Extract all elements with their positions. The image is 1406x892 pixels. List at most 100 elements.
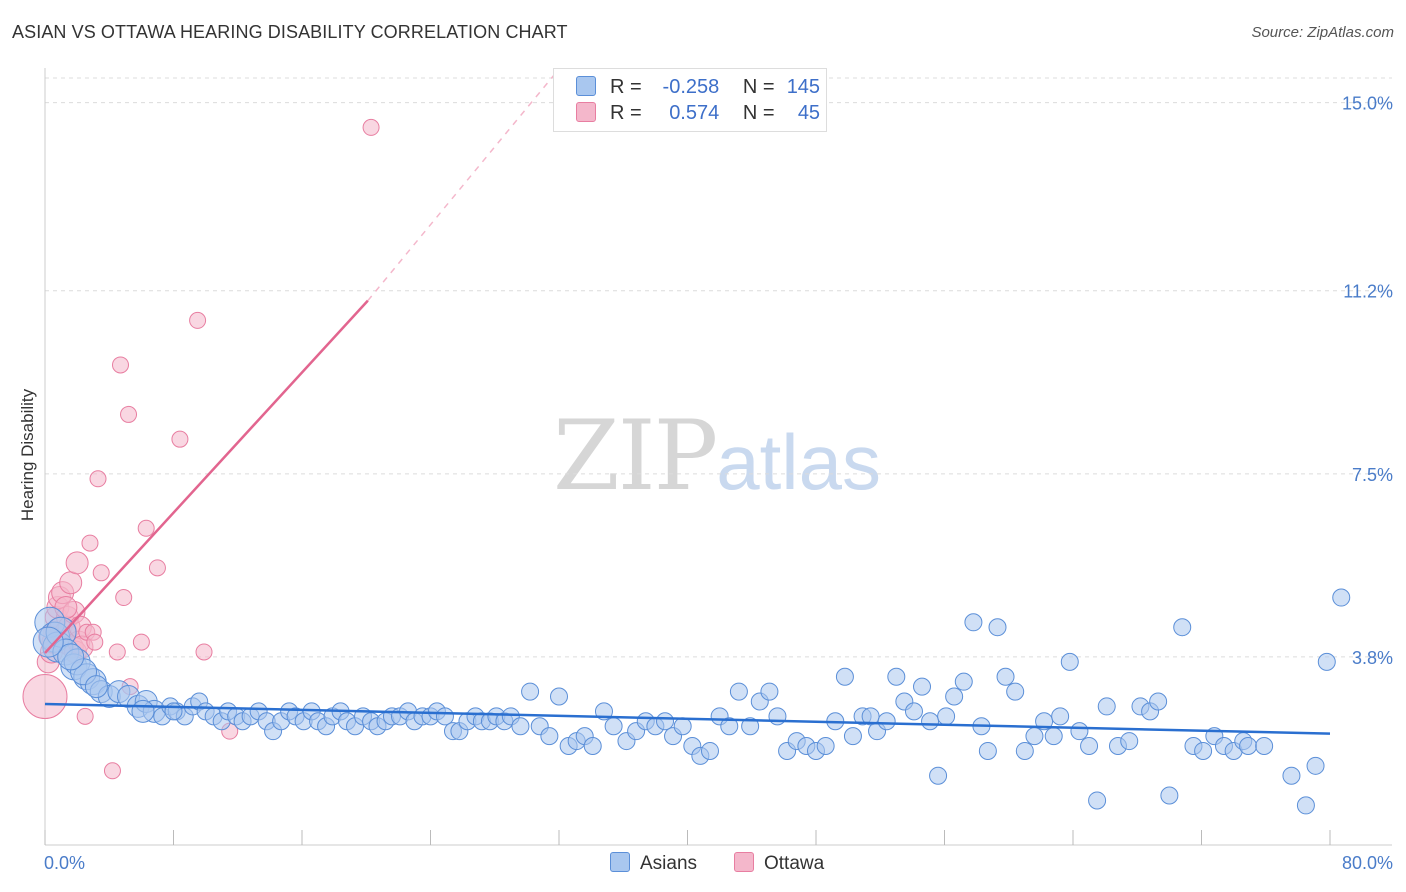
gridlines <box>45 77 1392 658</box>
ottawa-legend-label: Ottawa <box>764 853 825 874</box>
ottawa-point <box>103 762 121 780</box>
asian-point <box>861 707 880 726</box>
legend-row-ottawa: R = 0.574 N = 45 <box>576 102 820 126</box>
trend-lines <box>44 72 1331 735</box>
asian-point <box>131 699 155 723</box>
ottawa-point <box>148 559 166 577</box>
ottawa-point <box>81 534 99 552</box>
ottawa-point <box>65 551 89 575</box>
asian-point <box>84 675 108 699</box>
asian-trend-line <box>44 702 1331 735</box>
ottawa-point <box>189 311 207 329</box>
ottawa-point <box>59 571 83 595</box>
asian-point <box>604 717 623 736</box>
tick-labels: 3.8% 7.5% 11.2% 15.0% 0.0% 80.0% <box>44 94 1393 873</box>
ottawa-point <box>22 674 68 720</box>
asian-point <box>1097 697 1116 716</box>
ottawa-point <box>89 470 107 488</box>
ottawa-point <box>132 633 150 651</box>
asian-point <box>1080 737 1099 756</box>
asian-point <box>760 682 779 701</box>
y-tick-label: 3.8% <box>1352 648 1393 668</box>
asian-point <box>937 707 956 726</box>
asian-point <box>511 717 530 736</box>
asian-point <box>954 672 973 691</box>
asian-point <box>1194 741 1213 760</box>
asian-point <box>1282 766 1301 785</box>
asian-point <box>929 766 948 785</box>
asian-swatch <box>576 76 596 96</box>
ottawa-point <box>92 564 110 582</box>
asian-point <box>1296 796 1315 815</box>
asian-point <box>1015 741 1034 760</box>
asian-point <box>1239 737 1258 756</box>
correlation-legend: R = -0.258 N = 145 R = 0.574 N = 45 <box>553 68 827 132</box>
bottom-legend-ottawa: Ottawa <box>734 852 824 875</box>
watermark-atlas: atlas <box>716 418 881 506</box>
asian-point <box>1160 786 1179 805</box>
asian-point <box>1006 682 1025 701</box>
ottawa-point <box>86 633 104 651</box>
y-tick-label: 7.5% <box>1352 465 1393 485</box>
ottawa-point <box>111 356 129 374</box>
asian-point <box>1035 712 1054 731</box>
asian-point <box>521 682 540 701</box>
asian-legend-label: Asians <box>640 853 698 874</box>
ottawa-point <box>362 118 380 136</box>
ottawa-point <box>171 430 189 448</box>
asian-r-label: R = <box>610 76 642 98</box>
watermark-zip: ZIP <box>553 400 718 512</box>
y-tick-label: 15.0% <box>1342 94 1393 114</box>
asian-point <box>583 737 602 756</box>
asian-point <box>550 687 568 706</box>
asian-point <box>877 712 896 731</box>
asian-point <box>32 626 64 658</box>
ottawa-n-label: N = <box>742 102 775 124</box>
asian-point <box>57 643 85 671</box>
asian-point <box>1317 652 1336 671</box>
asian-point <box>816 737 835 756</box>
asian-point <box>1051 707 1070 726</box>
ottawa-point <box>76 707 94 725</box>
asian-point <box>913 677 932 696</box>
x-tick-label-max: 80.0% <box>1342 853 1393 873</box>
asian-point <box>673 717 692 736</box>
ottawa-r-value: 0.574 <box>669 102 720 124</box>
asian-point <box>741 717 760 736</box>
asian-point <box>964 613 983 632</box>
asian-point <box>835 667 854 686</box>
x-tick-label-min: 0.0% <box>44 853 85 873</box>
asian-point <box>904 702 923 721</box>
asian-point <box>1025 727 1044 746</box>
ottawa-n-value: 45 <box>797 102 821 124</box>
asian-n-value: 145 <box>786 76 821 98</box>
asian-point <box>768 707 787 726</box>
source-label: Source: ZipAtlas.com <box>1251 24 1394 41</box>
asian-point <box>1255 737 1274 756</box>
asian-point <box>945 687 964 706</box>
ottawa-legend-swatch <box>734 852 754 872</box>
asian-point <box>1173 618 1192 637</box>
asian-point <box>720 717 739 736</box>
legend-row-asian: R = -0.258 N = 145 <box>576 76 820 100</box>
asian-point <box>1120 732 1139 751</box>
asian-points <box>32 588 1351 815</box>
watermark: ZIPatlas <box>553 400 881 512</box>
asian-point <box>921 712 940 731</box>
asian-point <box>1060 652 1079 671</box>
chart-title: ASIAN VS OTTAWA HEARING DISABILITY CORRE… <box>12 22 568 42</box>
ottawa-trend-line <box>44 299 369 654</box>
asian-point <box>1088 791 1107 810</box>
y-tick-label: 11.2% <box>1343 282 1393 302</box>
asian-point <box>1070 722 1089 741</box>
asian-point <box>996 667 1015 686</box>
ottawa-point <box>120 405 138 423</box>
asian-point <box>988 618 1007 637</box>
ottawa-swatch <box>576 102 596 122</box>
ottawa-r-label: R = <box>610 102 642 124</box>
asian-point <box>540 727 559 746</box>
ottawa-point <box>195 643 213 661</box>
asian-point <box>729 682 748 701</box>
ottawa-point <box>137 519 155 537</box>
asian-point <box>656 712 675 731</box>
